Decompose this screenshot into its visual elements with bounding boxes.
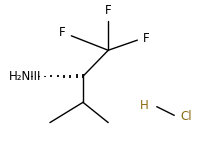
Text: H: H: [140, 99, 149, 112]
Text: F: F: [105, 4, 112, 17]
Text: H₂NIII: H₂NIII: [9, 70, 42, 83]
Text: F: F: [143, 32, 150, 45]
Text: Cl: Cl: [180, 110, 192, 123]
Text: F: F: [59, 26, 65, 39]
